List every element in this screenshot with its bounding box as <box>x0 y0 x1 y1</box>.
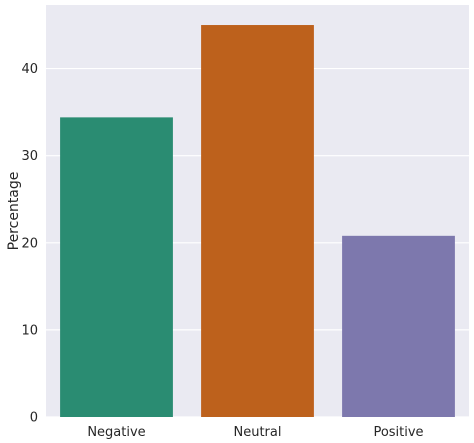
x-axis-ticks: Negative Neutral Positive <box>87 425 423 440</box>
y-tick-label: 10 <box>21 323 38 338</box>
y-axis-ticks: 0 10 20 30 40 <box>21 62 38 425</box>
x-tick-label-neutral: Neutral <box>234 425 282 440</box>
y-tick-label: 0 <box>30 411 38 426</box>
y-axis-label: Percentage <box>6 172 22 251</box>
y-tick-label: 20 <box>21 236 38 251</box>
x-tick-label-negative: Negative <box>87 425 145 440</box>
y-tick-label: 30 <box>21 149 38 164</box>
x-tick-label-positive: Positive <box>373 425 423 440</box>
y-tick-label: 40 <box>21 62 38 77</box>
bar-neutral <box>201 25 314 418</box>
bar-negative <box>60 117 173 417</box>
bar-positive <box>342 235 455 417</box>
bars <box>60 25 455 418</box>
